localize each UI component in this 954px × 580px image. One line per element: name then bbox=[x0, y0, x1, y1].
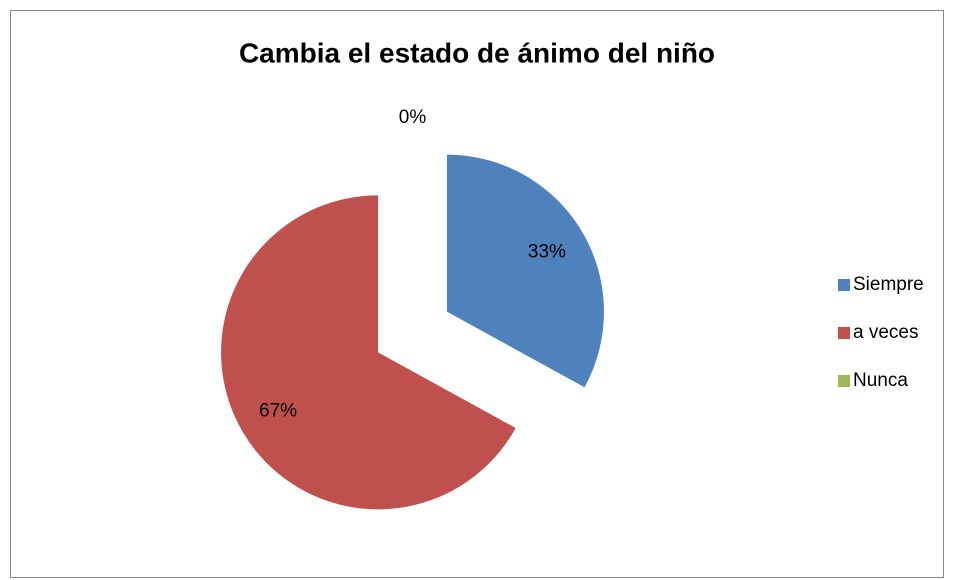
pie-slice bbox=[221, 195, 516, 510]
legend-label: Nunca bbox=[853, 370, 908, 391]
legend-swatch bbox=[838, 375, 850, 387]
legend-label: a veces bbox=[853, 322, 918, 343]
data-label: 0% bbox=[399, 107, 427, 128]
legend-swatch bbox=[838, 279, 850, 291]
legend-swatch bbox=[838, 327, 850, 339]
chart-title: Cambia el estado de ánimo del niño bbox=[239, 37, 715, 68]
data-label: 67% bbox=[259, 401, 297, 422]
pie-slice bbox=[446, 154, 604, 388]
data-label: 33% bbox=[528, 242, 566, 263]
legend-label: Siempre bbox=[853, 274, 924, 295]
